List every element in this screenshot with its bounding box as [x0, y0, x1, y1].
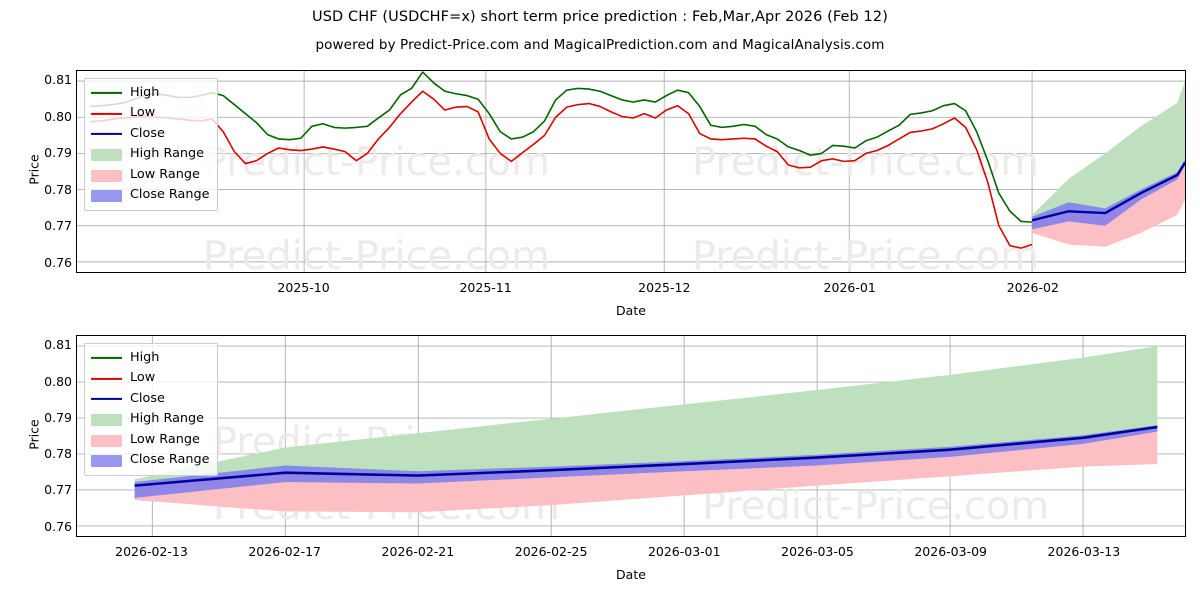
close-line	[134, 425, 1158, 487]
x-tick-label: 2025-11	[459, 280, 512, 295]
y-tick-label: 0.80	[44, 373, 72, 389]
y-tick-label: 0.76	[44, 518, 72, 534]
watermark-text: Predict-Price.com	[692, 233, 1039, 272]
close-range-band	[134, 425, 1158, 498]
legend-swatch-line-icon	[91, 107, 122, 121]
legend-swatch-patch-icon	[91, 414, 122, 427]
legend-swatch-line-icon	[91, 392, 122, 406]
legend-detail: High Low Close High Range Low Range Close Ran…	[84, 343, 218, 476]
y-tick-label: 0.80	[44, 108, 72, 124]
legend-item-low-range: Low Range	[91, 430, 210, 451]
page-title: USD CHF (USDCHF=x) short term price pred…	[312, 9, 888, 25]
y-tick-label: 0.77	[44, 218, 72, 234]
page-subtitle: powered by Predict-Price.com and Magical…	[315, 37, 885, 53]
x-tick-label: 2026-02-21	[381, 544, 455, 559]
detail-chart-plot: Predict-Price.comPredict-Price.comPredic…	[76, 335, 1186, 537]
watermark-text: Predict-Price.com	[203, 233, 550, 272]
legend-label: High Range	[130, 146, 205, 162]
legend-item-low-range: Low Range	[91, 165, 210, 186]
legend-item-low: Low	[91, 369, 210, 390]
legend-label: Low Range	[130, 166, 200, 182]
x-tick-label: 2026-03-13	[1047, 544, 1121, 559]
x-tick-label: 2026-03-09	[914, 544, 987, 559]
legend-label: Close Range	[130, 187, 210, 203]
x-tick-label: 2026-03-05	[781, 544, 854, 559]
close-line-forecast	[1031, 161, 1185, 222]
x-axis-label-detail: Date	[616, 567, 646, 582]
y-tick-label: 0.79	[44, 409, 72, 425]
y-tick-label: 0.79	[44, 145, 72, 161]
legend-item-close-range: Close Range	[91, 186, 210, 207]
low-line-history	[90, 90, 1033, 249]
legend-item-low: Low	[91, 104, 210, 125]
x-tick-label: 2026-01	[823, 280, 876, 295]
watermark-group: Predict-Price.com Predict-Price.com Predic…	[203, 139, 1039, 272]
legend-swatch-patch-icon	[91, 149, 122, 162]
legend-label: Close Range	[130, 452, 210, 468]
x-tick-label: 2026-03-01	[647, 544, 721, 559]
legend-item-close-range: Close Range	[91, 451, 210, 472]
y-tick-label: 0.78	[44, 181, 72, 197]
legend-swatch-line-icon	[91, 86, 122, 100]
legend-swatch-line-icon	[91, 351, 122, 365]
legend-item-high: High	[91, 83, 210, 104]
legend-label: Low	[130, 370, 156, 386]
legend-item-close: Close	[91, 124, 210, 145]
legend-swatch-patch-icon	[91, 455, 122, 468]
legend-swatch-line-icon	[91, 372, 122, 386]
legend-label: Low	[130, 105, 156, 121]
x-tick-label: 2026-02	[1006, 280, 1059, 295]
high-line-history	[90, 71, 1033, 223]
legend-swatch-patch-icon	[91, 434, 122, 447]
legend-item-high-range: High Range	[91, 145, 210, 166]
legend-item-high-range: High Range	[91, 410, 210, 431]
legend-label: Close	[130, 390, 165, 406]
legend-label: High	[130, 349, 160, 365]
y-tick-label: 0.78	[44, 446, 72, 462]
y-axis-label-overview: Price	[26, 154, 42, 185]
watermark-text: Predict-Price.com	[203, 139, 550, 185]
x-axis-label-overview: Date	[616, 303, 646, 318]
x-tick-label: 2026-02-17	[248, 544, 321, 559]
detail-chart-svg: Predict-Price.comPredict-Price.comPredic…	[77, 336, 1185, 536]
x-tick-label: 2026-02-25	[514, 544, 588, 559]
grid-lines	[77, 71, 1185, 272]
legend-swatch-patch-icon	[91, 190, 122, 203]
legend-item-close: Close	[91, 389, 210, 410]
x-tick-label: 2025-12	[638, 280, 691, 295]
legend-label: Close	[130, 125, 165, 141]
y-tick-label: 0.81	[44, 72, 72, 88]
y-tick-label: 0.77	[44, 482, 72, 498]
x-tick-label: 2026-02-13	[115, 544, 188, 559]
legend-swatch-line-icon	[91, 127, 122, 141]
watermark-text: Predict-Price.com	[702, 483, 1049, 529]
overview-chart-svg: Predict-Price.com Predict-Price.com Predic…	[77, 71, 1185, 272]
y-tick-label: 0.76	[44, 254, 72, 270]
y-tick-label: 0.81	[44, 337, 72, 353]
high-range-band	[1032, 81, 1185, 221]
legend-label: Low Range	[130, 431, 200, 447]
x-tick-label: 2025-10	[277, 280, 330, 295]
legend-label: High	[130, 84, 160, 100]
legend-item-high: High	[91, 348, 210, 369]
low-range-band	[1032, 162, 1185, 247]
title-block: USD CHF (USDCHF=x) short term price pred…	[0, 0, 1200, 53]
legend-swatch-patch-icon	[91, 169, 122, 182]
legend-overview: High Low Close High Range Low Range Close Ran…	[84, 78, 218, 211]
y-axis-label-detail: Price	[26, 419, 42, 450]
overview-chart-plot: Predict-Price.com Predict-Price.com Predic…	[76, 70, 1186, 273]
legend-label: High Range	[130, 411, 205, 427]
